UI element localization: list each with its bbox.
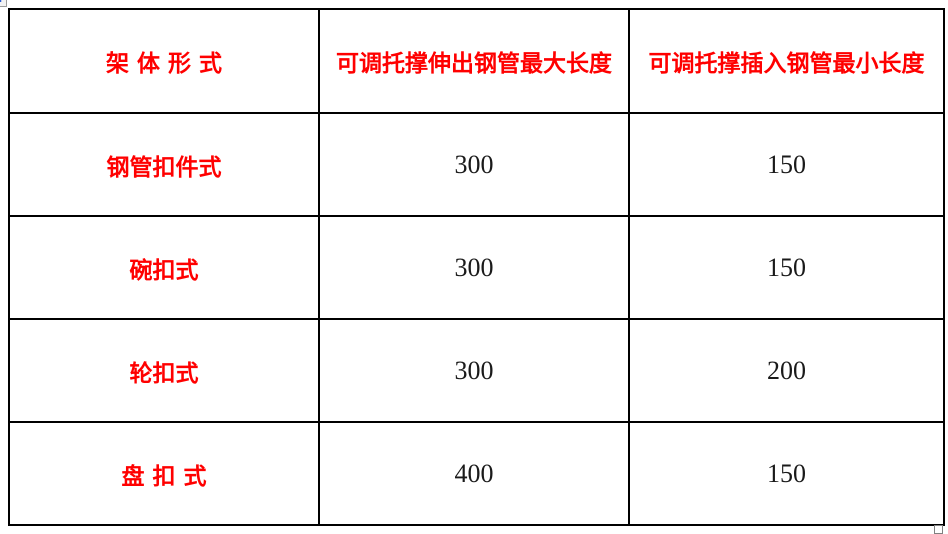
- min-insert-length-cell[interactable]: 150: [628, 421, 945, 526]
- max-extend-length-cell[interactable]: 300: [318, 112, 630, 217]
- header-frame-type[interactable]: 架 体 形 式: [8, 8, 320, 114]
- table-row: 盘 扣 式 400 150: [8, 421, 945, 526]
- frame-type-cell[interactable]: 碗扣式: [8, 215, 320, 320]
- frame-type-cell[interactable]: 盘 扣 式: [8, 421, 320, 526]
- table-header-row: 架 体 形 式 可调托撑伸出钢管最大长度 可调托撑插入钢管最小长度: [8, 8, 945, 114]
- table-row: 轮扣式 300 200: [8, 318, 945, 423]
- max-extend-length-cell[interactable]: 300: [318, 318, 630, 423]
- header-max-extend-length[interactable]: 可调托撑伸出钢管最大长度: [318, 8, 630, 114]
- min-insert-length-cell[interactable]: 200: [628, 318, 945, 423]
- scaffold-support-length-table: 架 体 形 式 可调托撑伸出钢管最大长度 可调托撑插入钢管最小长度 钢管扣件式 …: [8, 8, 945, 526]
- min-insert-length-cell[interactable]: 150: [628, 215, 945, 320]
- move-cross-glyph: +: [0, 0, 5, 5]
- table-resize-handle-icon[interactable]: [934, 525, 943, 534]
- max-extend-length-cell[interactable]: 400: [318, 421, 630, 526]
- table-row: 碗扣式 300 150: [8, 215, 945, 320]
- min-insert-length-cell[interactable]: 150: [628, 112, 945, 217]
- frame-type-cell[interactable]: 钢管扣件式: [8, 112, 320, 217]
- header-min-insert-length[interactable]: 可调托撑插入钢管最小长度: [628, 8, 945, 114]
- frame-type-cell[interactable]: 轮扣式: [8, 318, 320, 423]
- table-move-handle-icon[interactable]: +: [0, 0, 7, 7]
- table-row: 钢管扣件式 300 150: [8, 112, 945, 217]
- max-extend-length-cell[interactable]: 300: [318, 215, 630, 320]
